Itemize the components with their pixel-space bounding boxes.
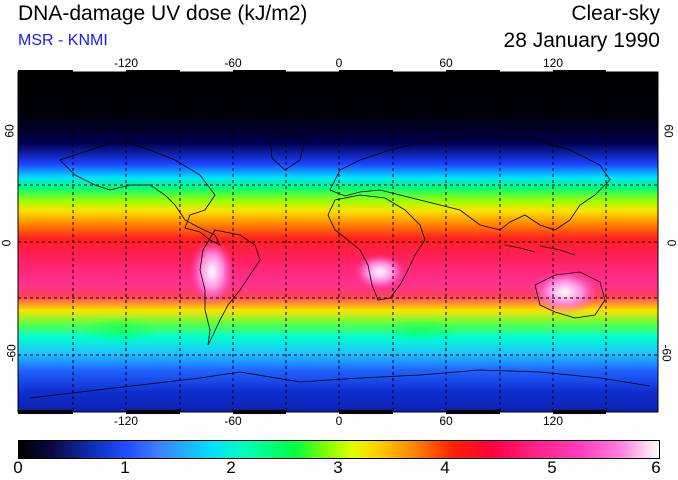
colorbar-label-1: 1 bbox=[120, 458, 130, 477]
map-date: 28 January 1990 bbox=[503, 29, 660, 52]
colorbar-label-6: 6 bbox=[651, 458, 661, 477]
colorbar-label-0: 0 bbox=[13, 458, 23, 477]
colorbar-label-3: 3 bbox=[333, 458, 343, 477]
lon-tick-bottom-2: -60 bbox=[224, 414, 242, 428]
lon-tick-top-4: 60 bbox=[439, 56, 453, 70]
lon-tick-bottom-1: -120 bbox=[113, 414, 139, 428]
lon-tick-top-1: -120 bbox=[113, 56, 139, 70]
lon-tick-top-3: 0 bbox=[335, 56, 343, 70]
sky-condition: Clear-sky bbox=[571, 2, 660, 25]
map-title: DNA-damage UV dose (kJ/m2) bbox=[18, 2, 308, 25]
colorbar-label-5: 5 bbox=[547, 458, 557, 477]
lon-tick-top-5: 120 bbox=[542, 56, 564, 70]
lon-tick-bottom-3: 0 bbox=[335, 414, 343, 428]
lon-tick-bottom-4: 60 bbox=[439, 414, 453, 428]
colorbar-label-2: 2 bbox=[226, 458, 236, 477]
colorbar-label-4: 4 bbox=[440, 458, 450, 477]
lon-tick-top-2: -60 bbox=[224, 56, 242, 70]
uv-dose-colorbar bbox=[18, 440, 660, 459]
lon-tick-bottom-5: 120 bbox=[542, 414, 564, 428]
map-subtitle: MSR - KNMI bbox=[18, 32, 108, 49]
